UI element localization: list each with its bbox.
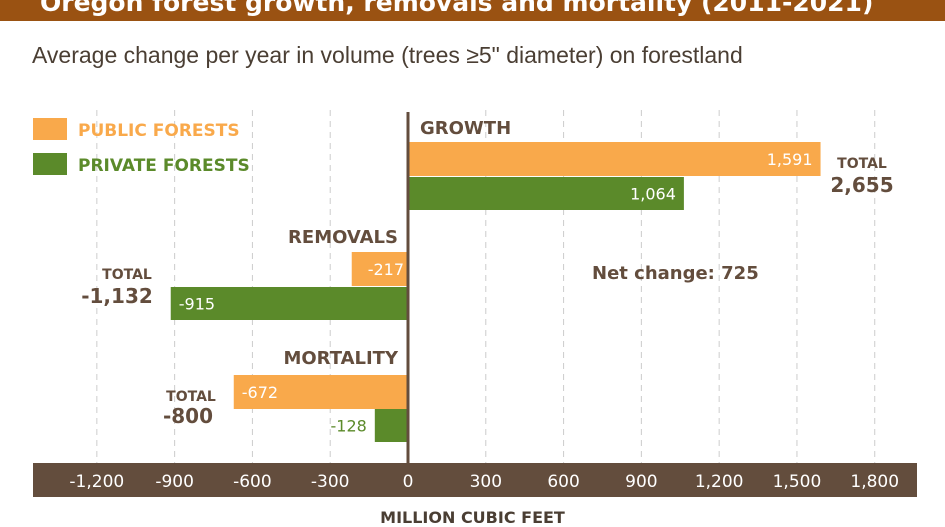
x-tick-label: 900	[625, 472, 657, 492]
data-label: -672	[242, 383, 278, 402]
bar-public-forests	[351, 252, 408, 286]
x-tick-label: 1,500	[773, 472, 822, 492]
total-label: TOTAL	[102, 267, 152, 283]
x-tick-label: -900	[155, 472, 194, 492]
total-value: -800	[163, 404, 213, 428]
x-axis-label: MILLION CUBIC FEET	[380, 508, 565, 527]
x-axis-band	[33, 463, 917, 497]
bar-public-forests	[233, 375, 408, 409]
x-tick-label: -600	[233, 472, 272, 492]
x-tick-label: -1,200	[69, 472, 124, 492]
data-label: 1,064	[630, 185, 676, 204]
title-banner: Oregon forest growth, removals and morta…	[0, 0, 945, 21]
data-label: -128	[330, 417, 366, 436]
legend-label: PRIVATE FORESTS	[78, 156, 250, 176]
x-tick-label: -300	[311, 472, 350, 492]
total-value: -1,132	[81, 284, 153, 308]
x-tick-label: 1,200	[695, 472, 744, 492]
net-change-annotation: Net change: 725	[592, 263, 759, 284]
category-label-removals: REMOVALS	[288, 227, 398, 248]
total-label: TOTAL	[166, 389, 216, 405]
x-tick-label: 0	[403, 472, 414, 492]
category-label-growth: GROWTH	[420, 118, 511, 139]
data-label: 1,591	[767, 150, 813, 169]
data-label: -217	[368, 260, 404, 279]
category-label-mortality: MORTALITY	[283, 348, 399, 369]
legend-swatch	[33, 153, 67, 175]
total-label: TOTAL	[837, 156, 887, 172]
bar-private-forests	[374, 409, 408, 442]
x-tick-label: 1,800	[850, 472, 899, 492]
total-value: 2,655	[830, 173, 893, 197]
bar-private-forests	[408, 177, 684, 210]
chart-subtitle: Average change per year in volume (trees…	[32, 42, 743, 68]
data-label: -915	[179, 295, 215, 314]
legend-label: PUBLIC FORESTS	[78, 121, 240, 141]
legend-swatch	[33, 118, 67, 140]
chart-title: Oregon forest growth, removals and morta…	[40, 0, 874, 17]
bar-public-forests	[408, 142, 821, 176]
x-tick-label: 600	[547, 472, 579, 492]
bar-private-forests	[170, 287, 408, 320]
x-tick-label: 300	[470, 472, 502, 492]
